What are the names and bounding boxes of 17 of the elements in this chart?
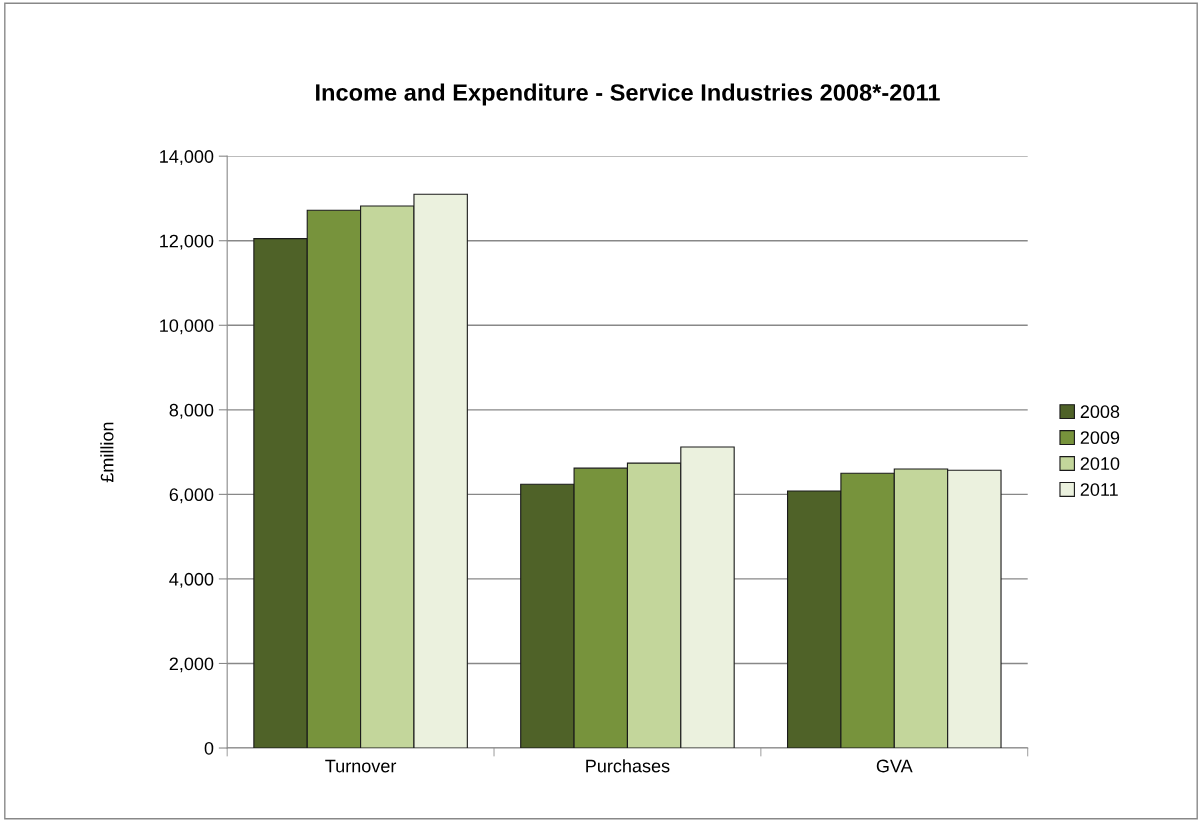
y-tick-label: 4,000: [169, 572, 214, 588]
legend-label: 2011: [1080, 483, 1118, 496]
y-tick-label: 0: [204, 741, 214, 755]
y-tick-label: 2,000: [169, 657, 214, 673]
legend-label: 2010: [1080, 457, 1120, 470]
x-tick-label: Turnover: [325, 759, 397, 773]
y-tick-label: 10,000: [160, 319, 214, 335]
x-tick-label: Purchases: [586, 759, 670, 773]
y-tick-label: 6,000: [169, 488, 214, 504]
chart-title: Income and Expenditure - Service Industries 2008*-2011: [316, 83, 940, 106]
y-tick-label: 14,000: [160, 150, 214, 166]
y-tick-label: 12,000: [160, 234, 214, 250]
legend-label: 2008: [1080, 405, 1120, 419]
y-axis-title: £million: [100, 422, 114, 483]
y-tick-label: 8,000: [169, 403, 214, 419]
legend-label: 2009: [1080, 431, 1120, 445]
x-tick-label: GVA: [876, 759, 913, 773]
